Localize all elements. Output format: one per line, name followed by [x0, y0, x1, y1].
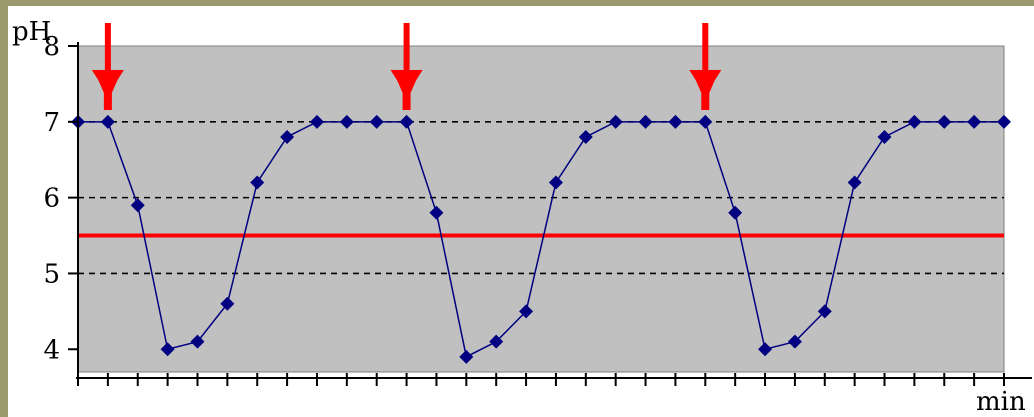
data-point	[907, 114, 922, 129]
ph-line-chart: 4 5 6 7 8 pH min	[12, 17, 1032, 417]
data-point	[817, 304, 832, 319]
data-point	[787, 334, 802, 349]
y-tick-label: 7	[43, 108, 60, 138]
y-tick-label: 4	[43, 335, 60, 365]
data-point	[250, 175, 265, 190]
red-arrow	[390, 23, 423, 110]
arrow-shaft	[104, 23, 111, 75]
data-point	[758, 342, 773, 357]
data-point	[548, 175, 563, 190]
data-point	[578, 129, 593, 144]
data-point	[967, 114, 982, 129]
data-point	[937, 114, 952, 129]
y-axis-label: pH	[12, 17, 51, 47]
y-tick-label: 8	[43, 32, 60, 62]
data-point	[489, 334, 504, 349]
data-point	[160, 342, 175, 357]
data-point	[608, 114, 623, 129]
data-point	[130, 198, 145, 213]
data-point	[638, 114, 653, 129]
data-point	[728, 205, 743, 220]
plot-area	[77, 45, 1005, 373]
data-point	[997, 114, 1011, 129]
y-tick-label: 5	[43, 259, 60, 289]
data-point	[399, 114, 414, 129]
data-point	[309, 114, 324, 129]
data-point	[369, 114, 384, 129]
series-line	[78, 121, 1004, 358]
data-point	[877, 129, 892, 144]
arrow-tip	[392, 70, 421, 102]
data-point	[429, 205, 444, 220]
arrow-shaft	[702, 23, 709, 75]
red-arrow	[689, 23, 722, 110]
arrow-tip	[691, 70, 720, 102]
arrow-tip	[93, 70, 122, 102]
data-point	[847, 175, 862, 190]
data-point	[280, 129, 295, 144]
data-point	[519, 304, 534, 319]
data-point	[459, 349, 474, 364]
chart-frame: 4 5 6 7 8 pH min	[8, 6, 1034, 417]
red-arrow	[91, 23, 124, 110]
data-point	[698, 114, 713, 129]
data-point	[220, 296, 235, 311]
data-point	[100, 114, 115, 129]
x-axis-label: min	[976, 387, 1026, 417]
data-point	[339, 114, 354, 129]
data-point	[668, 114, 683, 129]
y-tick-label: 6	[43, 184, 60, 214]
arrow-shaft	[403, 23, 410, 75]
data-point	[190, 334, 205, 349]
